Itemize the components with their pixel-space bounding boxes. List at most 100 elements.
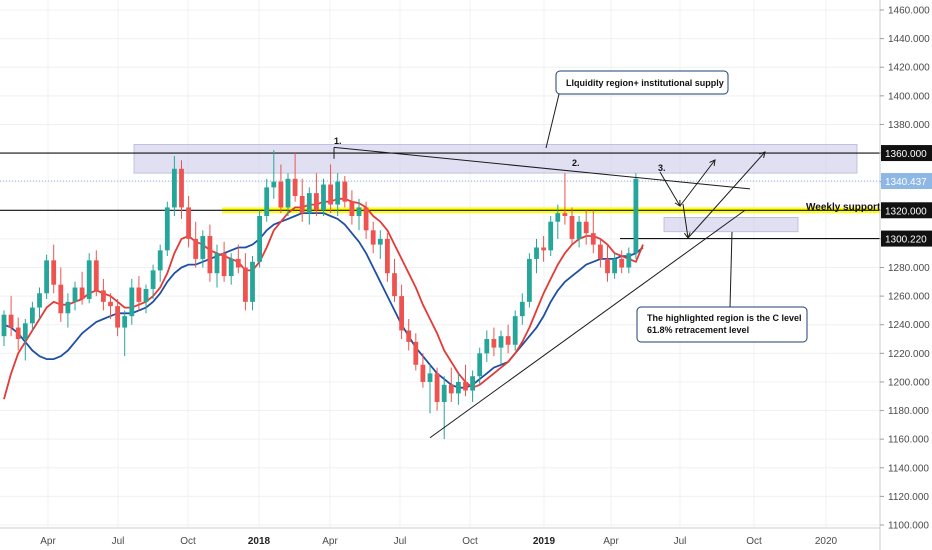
candle [342,175,348,208]
y-tick-label: 1400.000 [888,91,930,102]
candle [448,367,454,402]
x-tick-label: Apr [322,536,338,547]
candle-body [15,327,21,340]
y-tick-label: 1440.000 [888,34,930,45]
candle-body [484,339,490,354]
candle-body [527,258,532,302]
price-level-tag [881,173,932,190]
candle [470,370,475,402]
candle-body [626,253,632,268]
candle-body [108,301,113,307]
candle [306,187,312,225]
y-tick-label: 1460.000 [888,6,930,17]
candle-body [86,260,92,299]
candle [420,353,426,388]
candle [101,278,106,311]
x-axis[interactable]: Apr Jul Oct 2018 Apr Jul Oct 2019 Apr Jul Oct 2020 [0,527,880,547]
candle [37,287,42,319]
candle-body [30,307,35,324]
candle-body [441,384,447,402]
candle-body [115,306,120,328]
liquidity-callout-box[interactable] [555,70,729,95]
candle [534,238,539,274]
candle [58,267,64,322]
x-tick-label: 2018 [248,536,271,547]
candle-body [101,290,106,302]
candle-body [406,330,412,342]
candle [626,247,632,274]
candle-body [477,353,483,377]
candle-body [278,181,284,208]
candle-body [285,178,291,208]
candle [228,253,234,285]
candle-body [122,316,128,328]
candle [278,164,284,214]
candle-body [37,293,42,308]
projection-arrow-1 [659,171,681,207]
candle [200,230,206,268]
candle [214,244,220,288]
candle [633,173,639,259]
candle-body [385,238,390,274]
candle [15,317,21,351]
price-level-tag [881,202,932,219]
candle-body [306,193,312,214]
candle [377,230,383,259]
candle [150,264,156,299]
candle-body [214,253,220,274]
y-tick-label: 1380.000 [888,120,930,131]
candle [619,250,625,274]
candle-body [377,238,383,245]
candle-body [44,260,49,294]
candle-body [314,193,319,211]
highlight-zones [133,144,880,233]
candle-body [186,207,191,239]
x-tick-label: 2019 [533,536,556,547]
candle [519,293,525,325]
y-tick-label: 1240.000 [888,320,930,331]
candle [115,298,120,337]
candle-body [271,181,277,188]
x-tick-label: 2020 [815,536,838,547]
candle-body [413,341,419,365]
candle-body [555,213,561,222]
candle [257,210,262,268]
candle-body [243,267,248,302]
candle-body [576,221,582,239]
x-tick-label: Jul [112,536,125,547]
candle [22,319,28,361]
liquidity-zone [133,144,858,174]
candle [243,253,248,311]
candle [193,221,199,268]
candle-body [250,261,255,302]
candle [51,244,57,294]
candle [363,201,369,239]
candle-body [150,270,156,289]
candle-body [505,336,511,345]
chart-grid [0,0,880,527]
price-level-tag-text: 1360.000 [885,149,927,160]
candle [583,210,589,245]
price-level-tag [881,145,932,162]
candle-body [235,258,241,268]
candle [498,330,504,365]
candle [65,293,71,328]
candle-body [512,316,518,345]
x-tick-label: Oct [746,536,762,547]
candle-body [399,296,404,331]
projection-arrow-3 [682,203,689,239]
candle-body [328,184,333,205]
candle [413,333,419,371]
candle-body [470,376,475,391]
candle [399,284,404,340]
candle [385,233,390,282]
price-level-lines [0,152,880,240]
c-level-callout-box[interactable] [636,306,808,343]
candle-body [79,287,85,299]
candle [562,173,568,225]
candle [370,221,376,254]
candle [179,160,184,219]
candle [79,271,85,305]
candle [314,173,319,216]
